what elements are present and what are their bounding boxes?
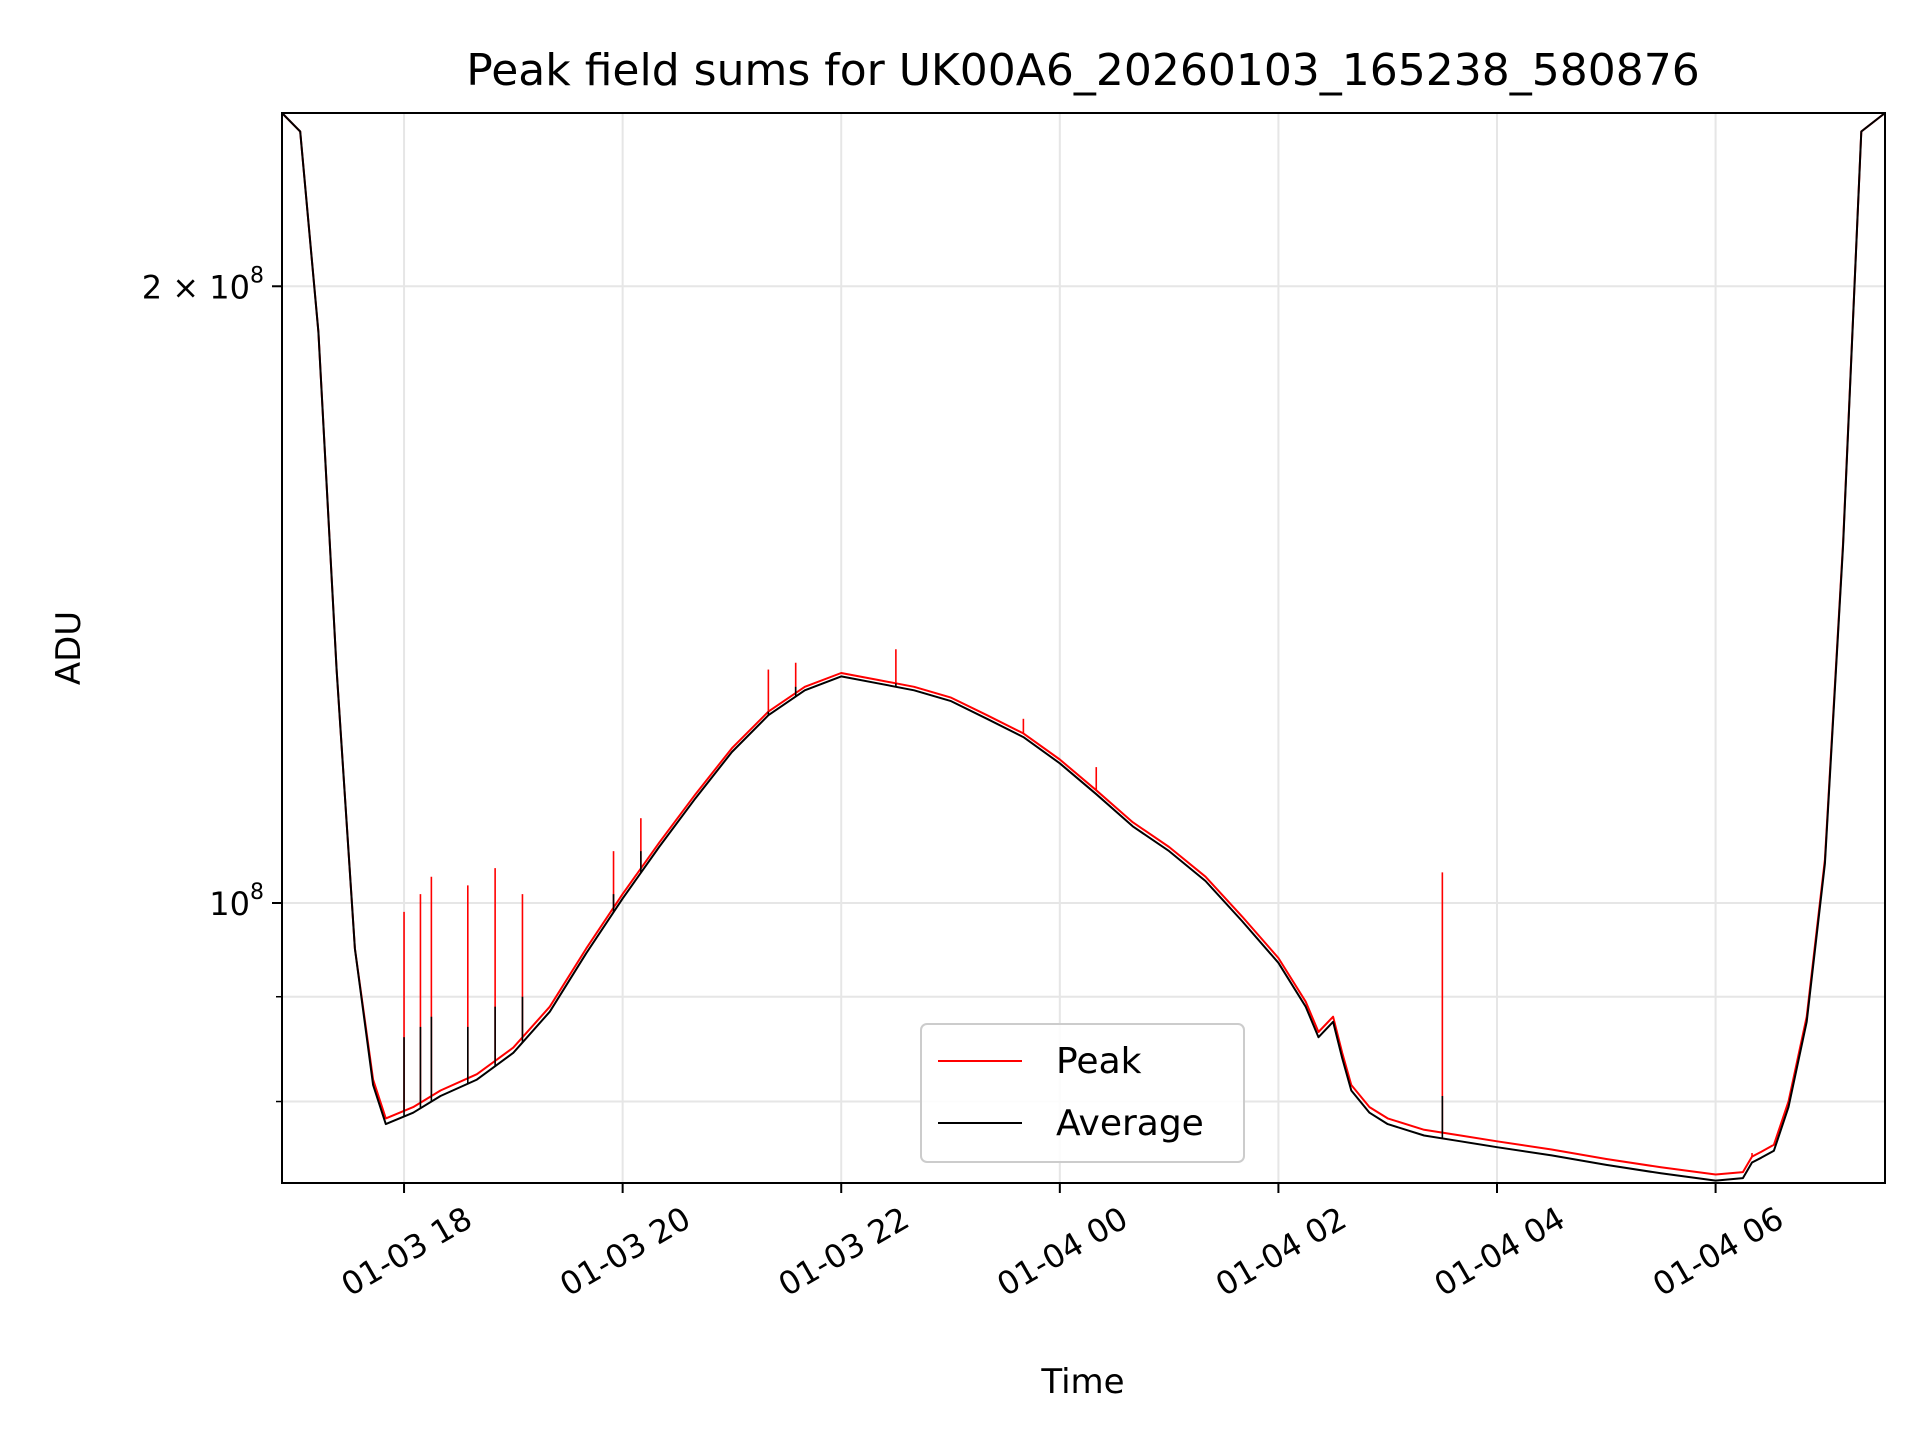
y-axis: 108 2 × 108 <box>142 263 282 1103</box>
plot-area-frame <box>281 112 1886 1184</box>
grid-lines <box>282 113 1885 1183</box>
legend-label-peak: Peak <box>1056 1041 1142 1082</box>
y-axis-label: ADU <box>49 611 89 685</box>
legend: Peak Average <box>920 1023 1245 1163</box>
legend-label-average: Average <box>1056 1103 1204 1144</box>
x-axis-label: Time <box>1040 1362 1124 1402</box>
series-line-peak <box>281 112 1886 1176</box>
chart-title: Peak field sums for UK00A6_20260103_1652… <box>466 45 1699 96</box>
y-tick-label: 108 <box>209 880 264 923</box>
plot-lines <box>281 112 1886 1182</box>
legend-box <box>920 1023 1245 1163</box>
series-line-average <box>281 112 1886 1182</box>
y-tick-label: 2 × 108 <box>142 263 264 306</box>
